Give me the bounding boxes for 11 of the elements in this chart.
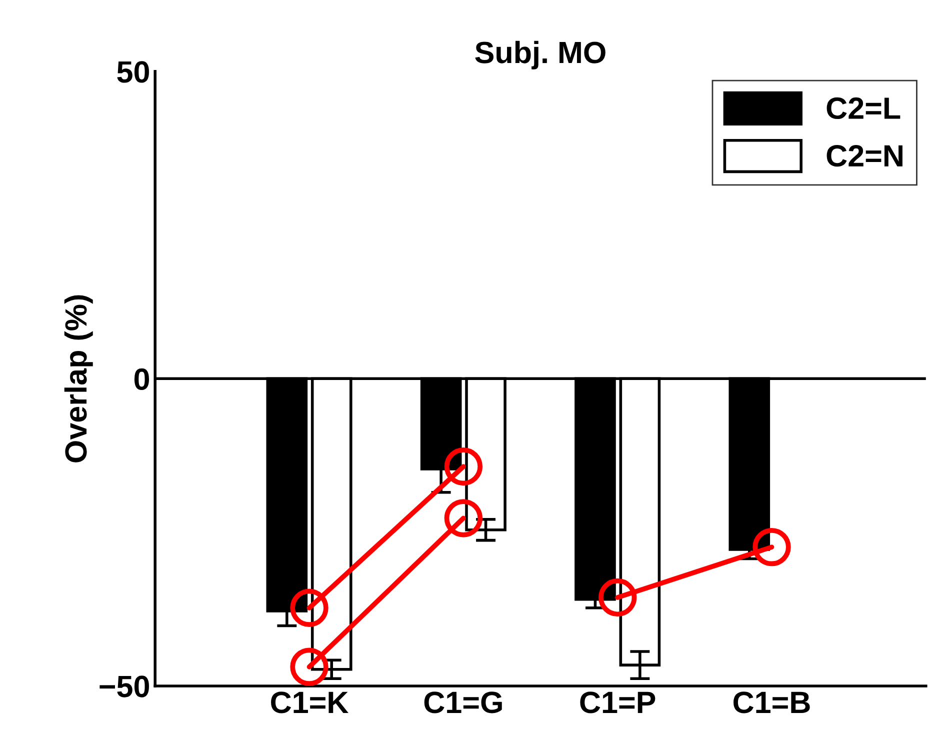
legend-label: C2=L [826, 97, 900, 120]
y-tick-label: 0 [134, 368, 149, 390]
y-axis-title: Overlap (%) [64, 295, 93, 462]
x-tick-label: C1=K [271, 692, 348, 714]
y-tick-label: −50 [100, 676, 149, 698]
x-tick-label: C1=B [734, 692, 810, 714]
chart-title: Subj. MO [475, 40, 606, 70]
y-tick-label: 50 [117, 61, 149, 83]
x-tick-label: C1=P [580, 692, 656, 714]
legend-label: C2=N [826, 145, 902, 167]
x-tick-label: C1=G [424, 692, 502, 714]
